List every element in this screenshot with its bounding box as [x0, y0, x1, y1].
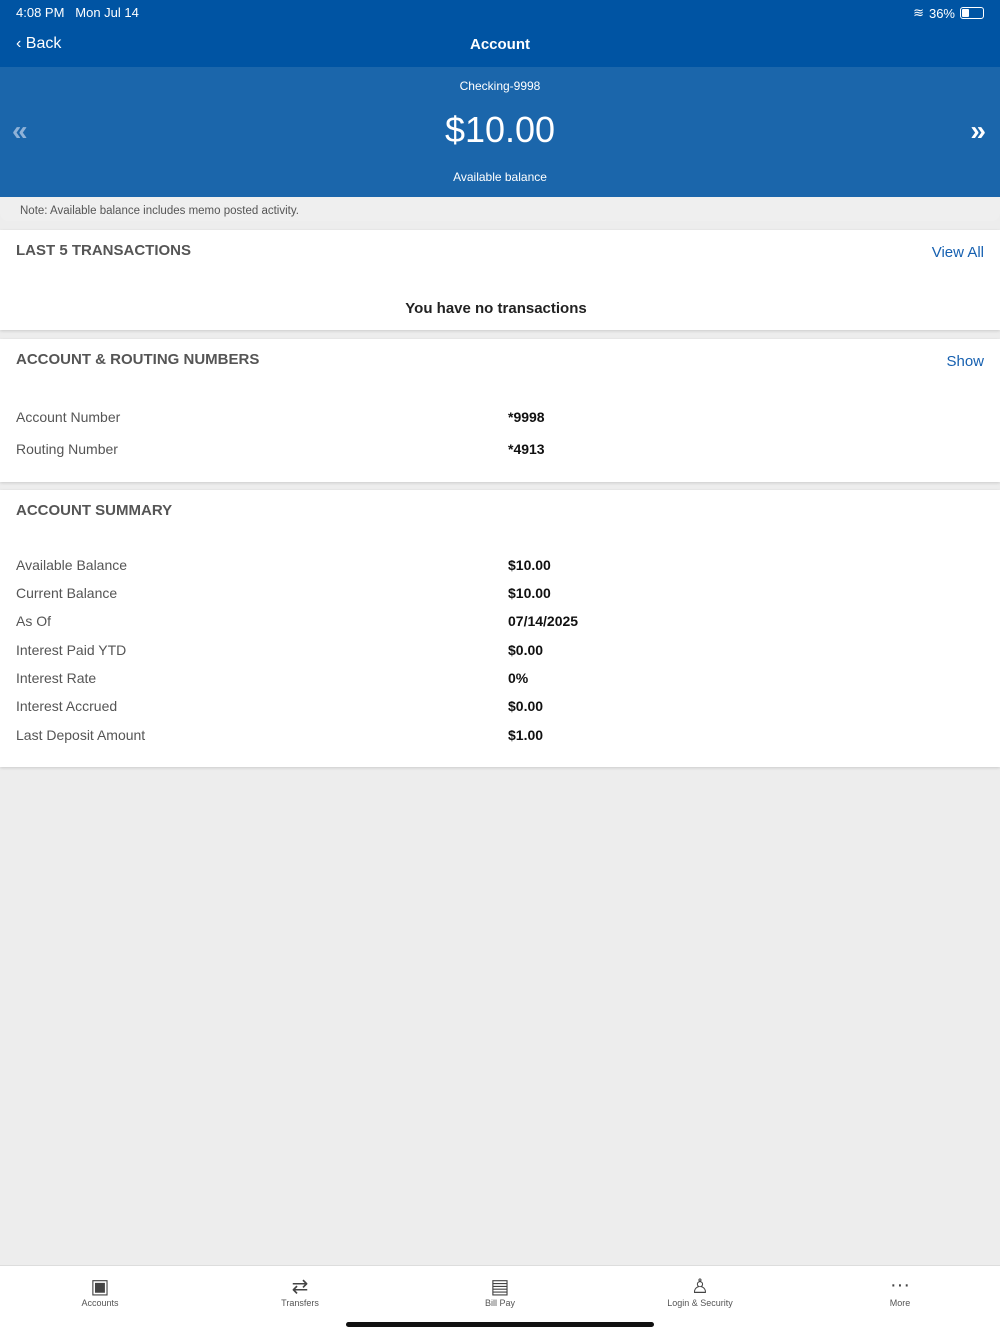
- wifi-icon: ≋: [913, 5, 924, 20]
- transactions-card: LAST 5 TRANSACTIONS View All You have no…: [0, 230, 1000, 330]
- row-value: $0.00: [508, 642, 544, 658]
- summary-row: As Of 07/14/2025: [16, 613, 984, 629]
- tab-label: Transfers: [281, 1298, 319, 1308]
- routing-number-row: Routing Number *4913: [16, 441, 984, 457]
- chevron-left-icon: ‹: [16, 35, 22, 52]
- summary-card: ACCOUNT SUMMARY Available Balance $10.00 …: [0, 490, 1000, 767]
- routing-card: ACCOUNT & ROUTING NUMBERS Show Account N…: [0, 339, 1000, 482]
- user-icon: ♙: [691, 1276, 709, 1298]
- summary-row: Interest Accrued $0.00: [16, 698, 984, 714]
- date: Mon Jul 14: [75, 5, 139, 20]
- balance-header: Checking-9998 $10.00 Available balance «…: [0, 67, 1000, 197]
- summary-row: Current Balance $10.00: [16, 585, 984, 601]
- tab-more[interactable]: ··· More: [840, 1274, 960, 1308]
- summary-row: Interest Paid YTD $0.00: [16, 642, 984, 658]
- back-label: Back: [25, 35, 62, 52]
- account-number-row: Account Number *9998: [16, 409, 984, 425]
- row-value: $10.00: [508, 557, 551, 573]
- row-value: *9998: [508, 409, 545, 425]
- transactions-heading: LAST 5 TRANSACTIONS: [16, 242, 192, 259]
- routing-heading: ACCOUNT & ROUTING NUMBERS: [16, 351, 260, 368]
- tab-login-security[interactable]: ♙ Login & Security: [640, 1274, 760, 1308]
- balance-amount: $10.00: [444, 109, 556, 150]
- status-right: ≋ 36%: [913, 5, 984, 21]
- view-all-link[interactable]: View All: [931, 244, 984, 261]
- transfers-icon: ⇄: [291, 1276, 309, 1298]
- row-value: *4913: [508, 441, 545, 457]
- tab-transfers[interactable]: ⇄ Transfers: [240, 1274, 360, 1308]
- summary-row: Last Deposit Amount $1.00: [16, 727, 984, 743]
- page-title: Account: [470, 36, 530, 53]
- balance-note: Note: Available balance includes memo po…: [0, 197, 1000, 221]
- row-label: Interest Rate: [16, 670, 97, 686]
- row-value: $1.00: [508, 727, 544, 743]
- battery-icon: [960, 7, 984, 19]
- tab-bill-pay[interactable]: ▤ Bill Pay: [440, 1274, 560, 1308]
- row-label: Account Number: [16, 409, 121, 425]
- accounts-icon: ▣: [90, 1276, 110, 1298]
- row-value: $0.00: [508, 698, 544, 714]
- summary-row: Interest Rate 0%: [16, 670, 984, 686]
- tab-label: Accounts: [81, 1298, 119, 1308]
- time: 4:08 PM: [16, 5, 65, 20]
- row-value: 07/14/2025: [508, 613, 579, 629]
- row-label: Interest Paid YTD: [16, 642, 127, 658]
- previous-account-icon[interactable]: «: [12, 115, 28, 146]
- next-account-icon[interactable]: »: [970, 115, 986, 146]
- empty-transactions: You have no transactions: [405, 300, 587, 317]
- balance-label: Available balance: [453, 170, 547, 184]
- show-link[interactable]: Show: [946, 353, 984, 370]
- home-indicator[interactable]: [346, 1322, 654, 1327]
- back-button[interactable]: ‹ Back: [16, 35, 61, 53]
- summary-heading: ACCOUNT SUMMARY: [16, 502, 173, 519]
- tab-label: Login & Security: [667, 1298, 733, 1308]
- row-value: 0%: [508, 670, 529, 686]
- header: 4:08 PM Mon Jul 14 ≋ 36% ‹ Back Account: [0, 0, 1000, 67]
- account-name: Checking-9998: [459, 79, 541, 93]
- more-icon: ···: [890, 1274, 910, 1296]
- row-label: Current Balance: [16, 585, 118, 601]
- row-label: Interest Accrued: [16, 698, 118, 714]
- status-time: 4:08 PM Mon Jul 14: [16, 5, 139, 20]
- tab-accounts[interactable]: ▣ Accounts: [40, 1274, 160, 1308]
- battery-percent: 36%: [928, 5, 955, 21]
- row-label: Routing Number: [16, 441, 118, 457]
- row-value: $10.00: [508, 585, 551, 601]
- bill-pay-icon: ▤: [490, 1276, 510, 1298]
- summary-row: Available Balance $10.00: [16, 557, 984, 573]
- row-label: Last Deposit Amount: [16, 727, 146, 743]
- row-label: Available Balance: [16, 557, 128, 573]
- tab-label: Bill Pay: [484, 1298, 515, 1308]
- row-label: As Of: [16, 613, 52, 629]
- tab-label: More: [889, 1298, 911, 1308]
